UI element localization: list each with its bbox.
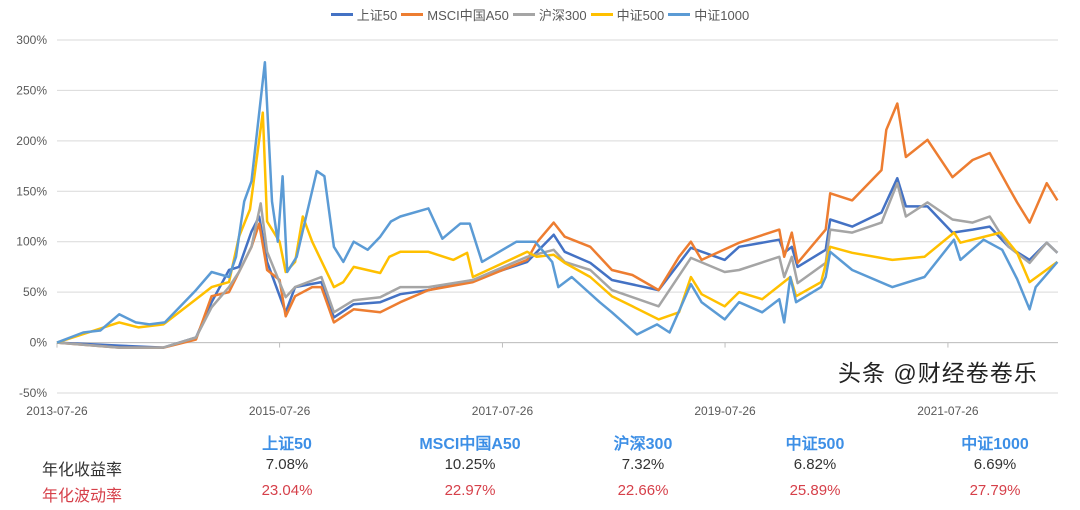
table-cell: 6.69% xyxy=(973,456,1017,473)
column-header: 沪深300 xyxy=(613,436,673,453)
legend-item: MSCI中国A50 xyxy=(401,5,509,24)
series-line-上证50 xyxy=(56,176,1059,349)
legend-swatch xyxy=(330,13,353,16)
legend-label: 上证50 xyxy=(356,8,398,23)
y-tick-label: 150% xyxy=(16,184,47,198)
table-cell: 7.08% xyxy=(265,456,309,473)
table-row: 年化收益率 7.08% 10.25% 7.32% 6.82% 6.69% xyxy=(0,456,1080,480)
legend-label: 中证500 xyxy=(616,8,665,23)
legend-item: 中证1000 xyxy=(668,5,749,24)
table-cell: 25.89% xyxy=(789,482,841,499)
y-tick-label: 300% xyxy=(16,33,47,47)
table-cell: 23.04% xyxy=(261,482,313,499)
legend-swatch xyxy=(401,13,424,16)
series-line-MSCI中国A50 xyxy=(56,102,1059,349)
legend-swatch xyxy=(590,13,613,16)
column-header: 中证500 xyxy=(785,436,845,453)
legend-swatch xyxy=(668,13,691,16)
y-tick-label: 200% xyxy=(16,134,47,148)
watermark: 头条 @财经卷卷乐 xyxy=(838,360,1038,386)
y-tick-label: -50% xyxy=(19,386,47,400)
row-label: 年化收益率 xyxy=(42,462,123,479)
column-header: 中证1000 xyxy=(961,436,1029,453)
y-tick-label: 0% xyxy=(30,336,48,350)
legend-label: MSCI中国A50 xyxy=(427,8,509,23)
x-tick-label: 2013-07-26 xyxy=(26,404,88,418)
series-line-沪深300 xyxy=(56,181,1059,349)
row-label: 年化波动率 xyxy=(42,488,123,505)
table-row: 年化波动率 23.04% 22.97% 22.66% 25.89% 27.79% xyxy=(0,482,1080,506)
legend: 上证50 MSCI中国A50 沪深300 中证500 中证1000 xyxy=(0,5,1080,24)
table-cell: 7.32% xyxy=(621,456,665,473)
x-tick-label: 2019-07-26 xyxy=(694,404,756,418)
legend-label: 沪深300 xyxy=(538,8,587,23)
legend-swatch xyxy=(512,13,535,16)
legend-label: 中证1000 xyxy=(694,8,750,23)
x-tick-label: 2017-07-26 xyxy=(472,404,534,418)
stats-header-row: 上证50 MSCI中国A50 沪深300 中证500 中证1000 xyxy=(0,430,1080,454)
line-chart: -50% 0% 50% 100% 150% 200% 250% 300% 2013-07-26 2… xyxy=(16,33,1059,418)
y-tick-label: 100% xyxy=(16,235,47,249)
table-cell: 22.97% xyxy=(444,482,496,499)
x-tick-label: 2021-07-26 xyxy=(917,404,979,418)
table-cell: 27.79% xyxy=(969,482,1021,499)
legend-item: 上证50 xyxy=(330,5,398,24)
series-line-中证500 xyxy=(56,111,1059,344)
table-cell: 22.66% xyxy=(617,482,669,499)
table-cell: 6.82% xyxy=(793,456,837,473)
y-tick-label: 50% xyxy=(23,285,47,299)
legend-item: 中证500 xyxy=(590,5,665,24)
legend-item: 沪深300 xyxy=(512,5,587,24)
series-line-中证1000 xyxy=(56,60,1059,344)
x-tick-label: 2015-07-26 xyxy=(249,404,311,418)
y-tick-label: 250% xyxy=(16,83,47,97)
table-cell: 10.25% xyxy=(444,456,496,473)
column-header: 上证50 xyxy=(262,436,312,453)
column-header: MSCI中国A50 xyxy=(419,436,521,453)
